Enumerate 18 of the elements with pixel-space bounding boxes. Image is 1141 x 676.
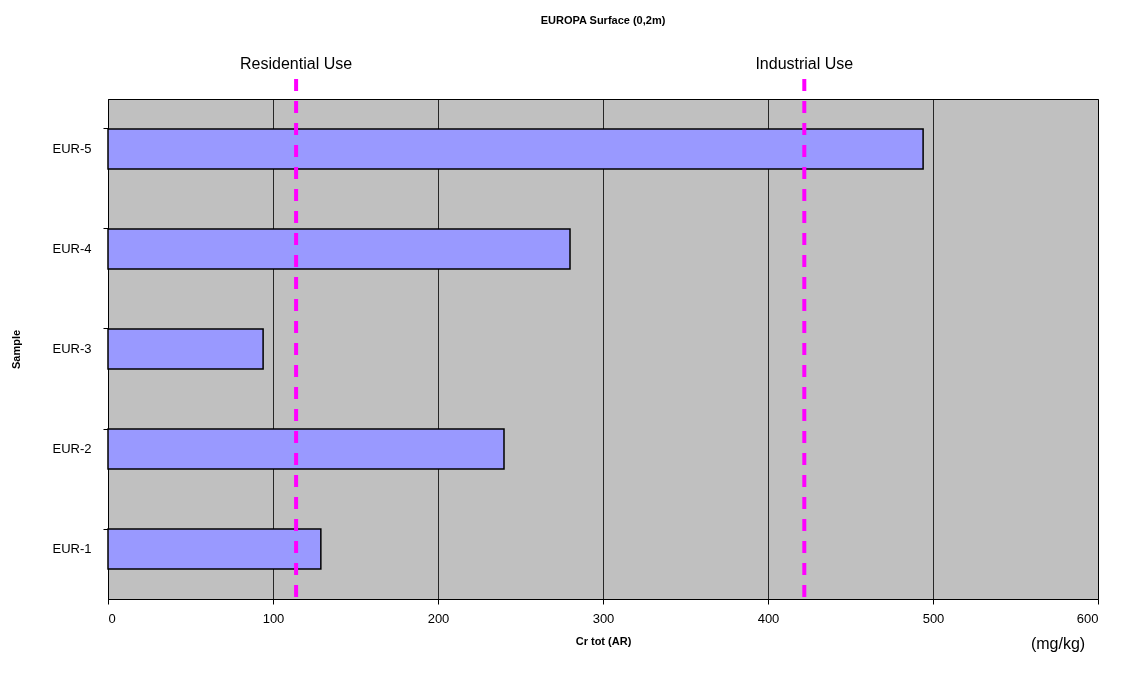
x-tick-label: 300 <box>592 610 615 626</box>
x-tick-label: 600 <box>1076 610 1099 626</box>
x-tick-label: 400 <box>757 610 780 626</box>
x-tick-label: 200 <box>427 610 450 626</box>
x-tick-label: 100 <box>262 610 285 626</box>
x-tick-label: 500 <box>922 610 945 626</box>
y-tick-label: EUR-2 <box>52 441 92 456</box>
text: (mg/kg) <box>1030 635 1086 652</box>
y-tick-label: EUR-5 <box>52 141 92 156</box>
y-tick-label: EUR-3 <box>52 341 92 356</box>
y-tick-label: EUR-4 <box>52 241 92 256</box>
ref-line-label: Industrial Use <box>755 55 854 72</box>
x-axis-title: Cr tot (AR) <box>575 634 632 647</box>
x-tick-label: 0 <box>108 610 116 626</box>
ref-line-label: Residential Use <box>240 55 353 72</box>
chart-title: EUROPA Surface (0,2m) <box>540 14 666 26</box>
y-axis-title: Sample <box>10 329 23 370</box>
y-tick-label: EUR-1 <box>52 541 92 556</box>
